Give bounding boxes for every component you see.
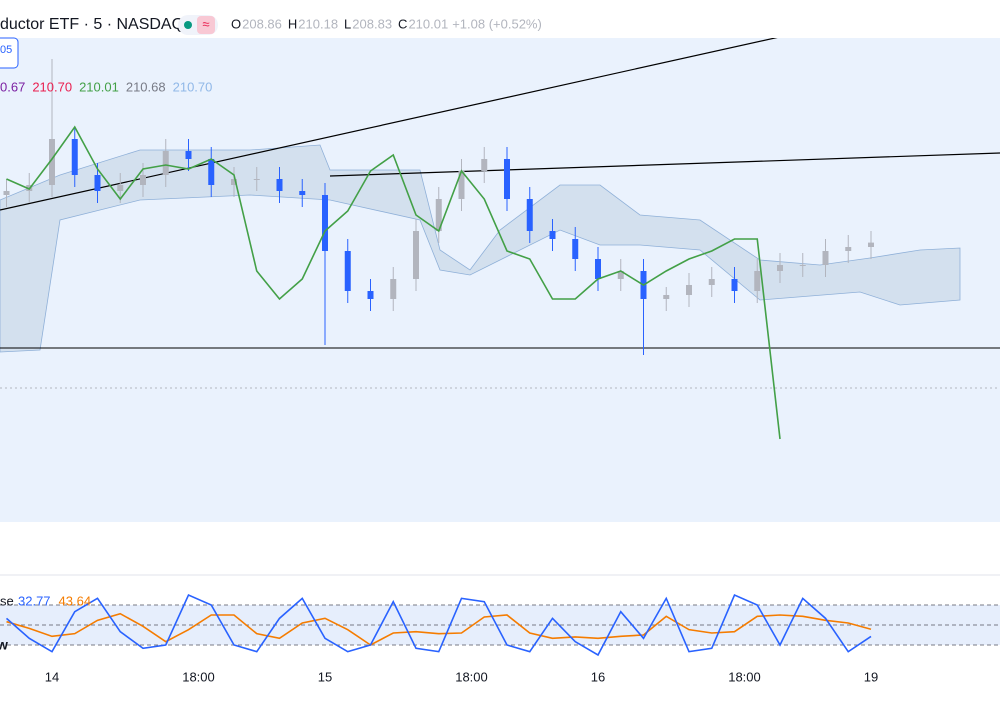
candle-body bbox=[572, 239, 579, 259]
candle-body bbox=[663, 295, 670, 299]
indicator-value: 0.67 bbox=[0, 79, 25, 94]
badge-text: 05 bbox=[0, 44, 12, 56]
candle-body bbox=[94, 175, 101, 191]
indicator-value: 210.01 bbox=[79, 79, 119, 94]
candle-body bbox=[208, 159, 215, 185]
stoch-label: se bbox=[0, 593, 14, 608]
indicator-value: 210.68 bbox=[126, 79, 166, 94]
candle-body bbox=[526, 199, 533, 231]
legend-value: 43.64 bbox=[59, 593, 92, 608]
side-label: w bbox=[0, 637, 8, 653]
candle-body bbox=[435, 199, 442, 231]
ohlc-value: 210.01 bbox=[408, 16, 448, 31]
indicator-value: 210.70 bbox=[173, 79, 213, 94]
candle-body bbox=[617, 271, 624, 279]
x-tick-label: 14 bbox=[45, 669, 59, 684]
candle-body bbox=[390, 279, 397, 299]
ohlc-label: L bbox=[344, 16, 351, 31]
ohlc-label: O bbox=[231, 16, 241, 31]
badge[interactable] bbox=[0, 37, 19, 69]
candle-body bbox=[185, 151, 192, 159]
status-dot bbox=[184, 21, 192, 29]
candle-body bbox=[845, 247, 852, 251]
candle-body bbox=[549, 231, 556, 239]
x-tick-label: 15 bbox=[318, 669, 332, 684]
x-tick-label: 18:00 bbox=[182, 669, 215, 684]
candle-body bbox=[777, 265, 783, 271]
candle-body bbox=[754, 271, 761, 291]
candle-body bbox=[686, 285, 692, 295]
candle-body bbox=[71, 139, 78, 175]
x-tick-label: 18:00 bbox=[455, 669, 488, 684]
trend-line bbox=[0, 7, 911, 211]
candle-body bbox=[799, 265, 806, 266]
ohlc-value: 210.18 bbox=[298, 16, 338, 31]
trend-line bbox=[329, 152, 1000, 177]
candle-body bbox=[868, 242, 874, 247]
candle-body bbox=[3, 191, 10, 195]
chart-title: ductor ETF · 5 · NASDAQ bbox=[0, 16, 184, 33]
candle-body bbox=[822, 251, 829, 265]
candle-body bbox=[49, 139, 55, 185]
x-tick-label: 18:00 bbox=[728, 669, 761, 684]
candle-body bbox=[595, 259, 601, 279]
candle-body bbox=[481, 159, 488, 171]
candle-body bbox=[322, 195, 328, 251]
candle-body bbox=[458, 171, 465, 199]
candle-body bbox=[276, 179, 283, 191]
ohlc-value: 208.83 bbox=[352, 16, 392, 31]
candle-body bbox=[344, 251, 351, 291]
position-zone bbox=[0, 8, 1000, 522]
candle-body bbox=[504, 159, 510, 199]
candle-body bbox=[367, 291, 374, 299]
lagging-line bbox=[6, 125, 781, 440]
candle-body bbox=[413, 231, 419, 279]
change: +1.08 (+0.52%) bbox=[452, 16, 542, 31]
header-bg bbox=[0, 0, 1000, 38]
candle-body bbox=[708, 279, 715, 285]
alert-icon[interactable] bbox=[197, 16, 215, 34]
candle-body bbox=[231, 179, 237, 185]
candle-body bbox=[253, 179, 260, 180]
ohlc-value: 208.86 bbox=[242, 16, 282, 31]
candle-body bbox=[299, 191, 306, 195]
alert-glyph: ≈ bbox=[202, 16, 209, 31]
legend-value: 32.77 bbox=[18, 593, 51, 608]
stoch-line bbox=[6, 612, 872, 646]
ohlc-label: H bbox=[288, 16, 297, 31]
candle-body bbox=[162, 151, 169, 175]
indicator-value: 210.70 bbox=[32, 79, 72, 94]
x-tick-label: 16 bbox=[591, 669, 605, 684]
stoch-line bbox=[5, 593, 872, 657]
ohlc-label: C bbox=[398, 16, 407, 31]
candle-body bbox=[140, 175, 146, 185]
x-tick-label: 19 bbox=[864, 669, 878, 684]
candle-body bbox=[731, 279, 738, 291]
candle-body bbox=[117, 185, 124, 191]
